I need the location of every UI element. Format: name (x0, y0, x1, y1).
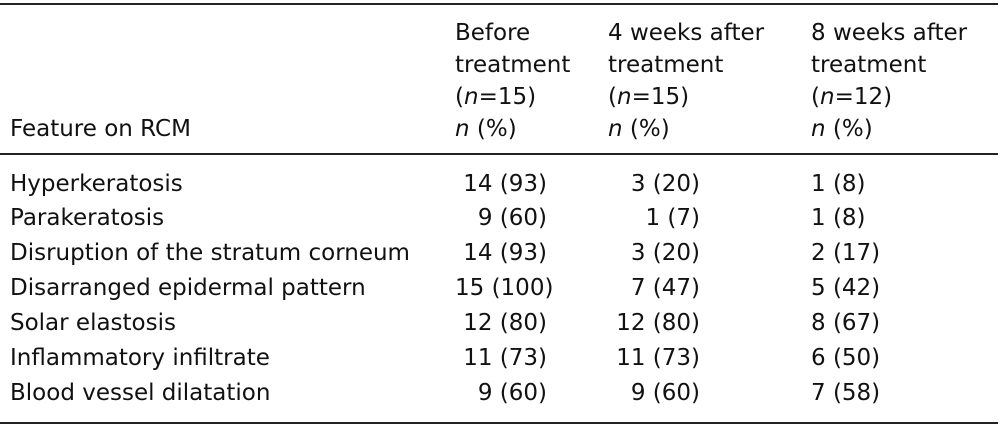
header-col3-sample-size: (n=12) (811, 81, 967, 113)
header-col3-n-eq: =12) (834, 84, 893, 110)
row-6-week8: 7 (58) (811, 380, 881, 406)
row-1-before: 9 (60) (477, 205, 547, 231)
header-col1-line2: treatment (455, 52, 571, 78)
row-2-week4: 3 (20) (630, 240, 700, 266)
table-bottom-rule (0, 422, 998, 424)
header-col3-n-open: ( (811, 84, 820, 110)
header-col3-line1: 8 weeks after (811, 20, 968, 46)
row-1-week8: 1 (8) (811, 205, 866, 231)
header-col2-sample-size: (n=15) (608, 81, 764, 113)
row-5-week4: 11 (73) (616, 345, 700, 371)
header-col1-line1: Before (455, 20, 531, 46)
row-4-week8: 8 (67) (811, 310, 881, 336)
header-col1-n-open: ( (455, 84, 464, 110)
header-col3-n-var: n (819, 84, 835, 110)
row-5-week8: 6 (50) (811, 345, 881, 371)
header-col3-pct-rest: (%) (825, 116, 873, 142)
row-3-before: 15 (100) (455, 275, 554, 301)
header-col1-n-var: n (463, 84, 479, 110)
header-feature-on-rcm: Feature on RCM (10, 116, 191, 142)
header-col2-line2: treatment (608, 52, 724, 78)
row-5-feature: Inflammatory infiltrate (10, 345, 270, 371)
row-6-feature: Blood vessel dilatation (10, 380, 271, 406)
row-4-feature: Solar elastosis (10, 310, 176, 336)
row-6-week4: 9 (60) (630, 380, 700, 406)
header-col1-sample-size: (n=15) (455, 81, 570, 113)
header-col2-pct-rest: (%) (622, 116, 670, 142)
header-col1-n-eq: =15) (478, 84, 537, 110)
header-col1-pct-rest: (%) (469, 116, 517, 142)
header-before-treatment: Before treatment (n=15) n (%) (455, 17, 570, 145)
header-col2-line1: 4 weeks after (608, 20, 765, 46)
row-3-feature: Disarranged epidermal pattern (10, 275, 366, 301)
row-5-before: 11 (73) (463, 345, 547, 371)
row-1-feature: Parakeratosis (10, 205, 165, 231)
header-col2-pct-var: n (608, 116, 623, 142)
row-2-week8: 2 (17) (811, 240, 881, 266)
row-0-before: 14 (93) (463, 171, 547, 197)
header-col3-line2: treatment (811, 52, 927, 78)
table-top-rule (0, 3, 998, 5)
row-4-before: 12 (80) (463, 310, 547, 336)
header-col3-units: n (%) (811, 113, 967, 145)
row-1-week4: 1 (7) (645, 205, 700, 231)
table-header-rule (0, 153, 998, 155)
header-4-weeks-after: 4 weeks after treatment (n=15) n (%) (608, 17, 764, 145)
header-col1-units: n (%) (455, 113, 570, 145)
row-6-before: 9 (60) (477, 380, 547, 406)
header-col2-units: n (%) (608, 113, 764, 145)
row-3-week4: 7 (47) (630, 275, 700, 301)
header-col2-n-var: n (616, 84, 632, 110)
row-0-week4: 3 (20) (630, 171, 700, 197)
header-col2-n-eq: =15) (631, 84, 690, 110)
row-2-before: 14 (93) (463, 240, 547, 266)
row-4-week4: 12 (80) (616, 310, 700, 336)
row-0-week8: 1 (8) (811, 171, 866, 197)
row-3-week8: 5 (42) (811, 275, 881, 301)
header-8-weeks-after: 8 weeks after treatment (n=12) n (%) (811, 17, 967, 145)
row-0-feature: Hyperkeratosis (10, 171, 183, 197)
row-2-feature: Disruption of the stratum corneum (10, 240, 410, 266)
header-col3-pct-var: n (811, 116, 826, 142)
header-col2-n-open: ( (608, 84, 617, 110)
header-col1-pct-var: n (455, 116, 470, 142)
